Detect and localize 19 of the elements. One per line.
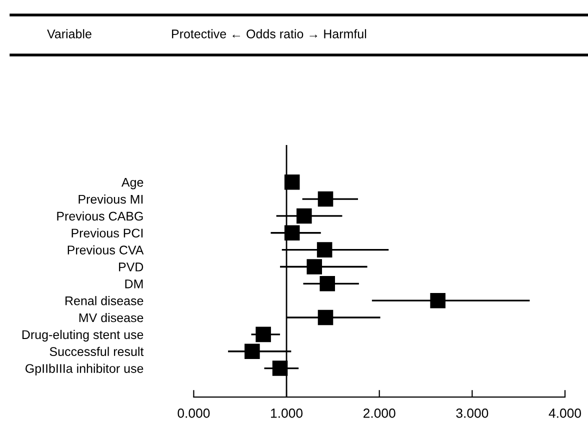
y-tick-label: Drug-eluting stent use — [22, 330, 144, 342]
y-tick-label: Previous CVA — [68, 245, 144, 254]
y-tick-label: PVD — [119, 262, 144, 272]
y-tick-label: Renal disease — [66, 296, 144, 306]
y-tick-label: DM — [125, 280, 143, 288]
y-tick-label: Age — [121, 178, 144, 190]
x-tick-label: 2.000 — [364, 408, 396, 418]
y-tick-label: GpIIbIIIa inhibitor use — [26, 364, 144, 376]
y-tick-label: Successful result — [50, 346, 144, 356]
x-tick-label: 3.000 — [456, 408, 488, 418]
text: Variable — [47, 29, 92, 38]
x-tick-label: 4.000 — [548, 408, 581, 418]
y-tick-label: Previous MI — [78, 194, 143, 204]
y-tick-label: Previous PCI — [72, 228, 143, 238]
y-tick-label: Previous CABG — [57, 211, 143, 221]
text: Protective ← Odds ratio → Harmful — [172, 29, 366, 38]
x-tick-label: 1.000 — [271, 408, 303, 418]
x-tick-label: 0.000 — [178, 408, 210, 418]
y-tick-label: MV disease — [79, 312, 144, 322]
